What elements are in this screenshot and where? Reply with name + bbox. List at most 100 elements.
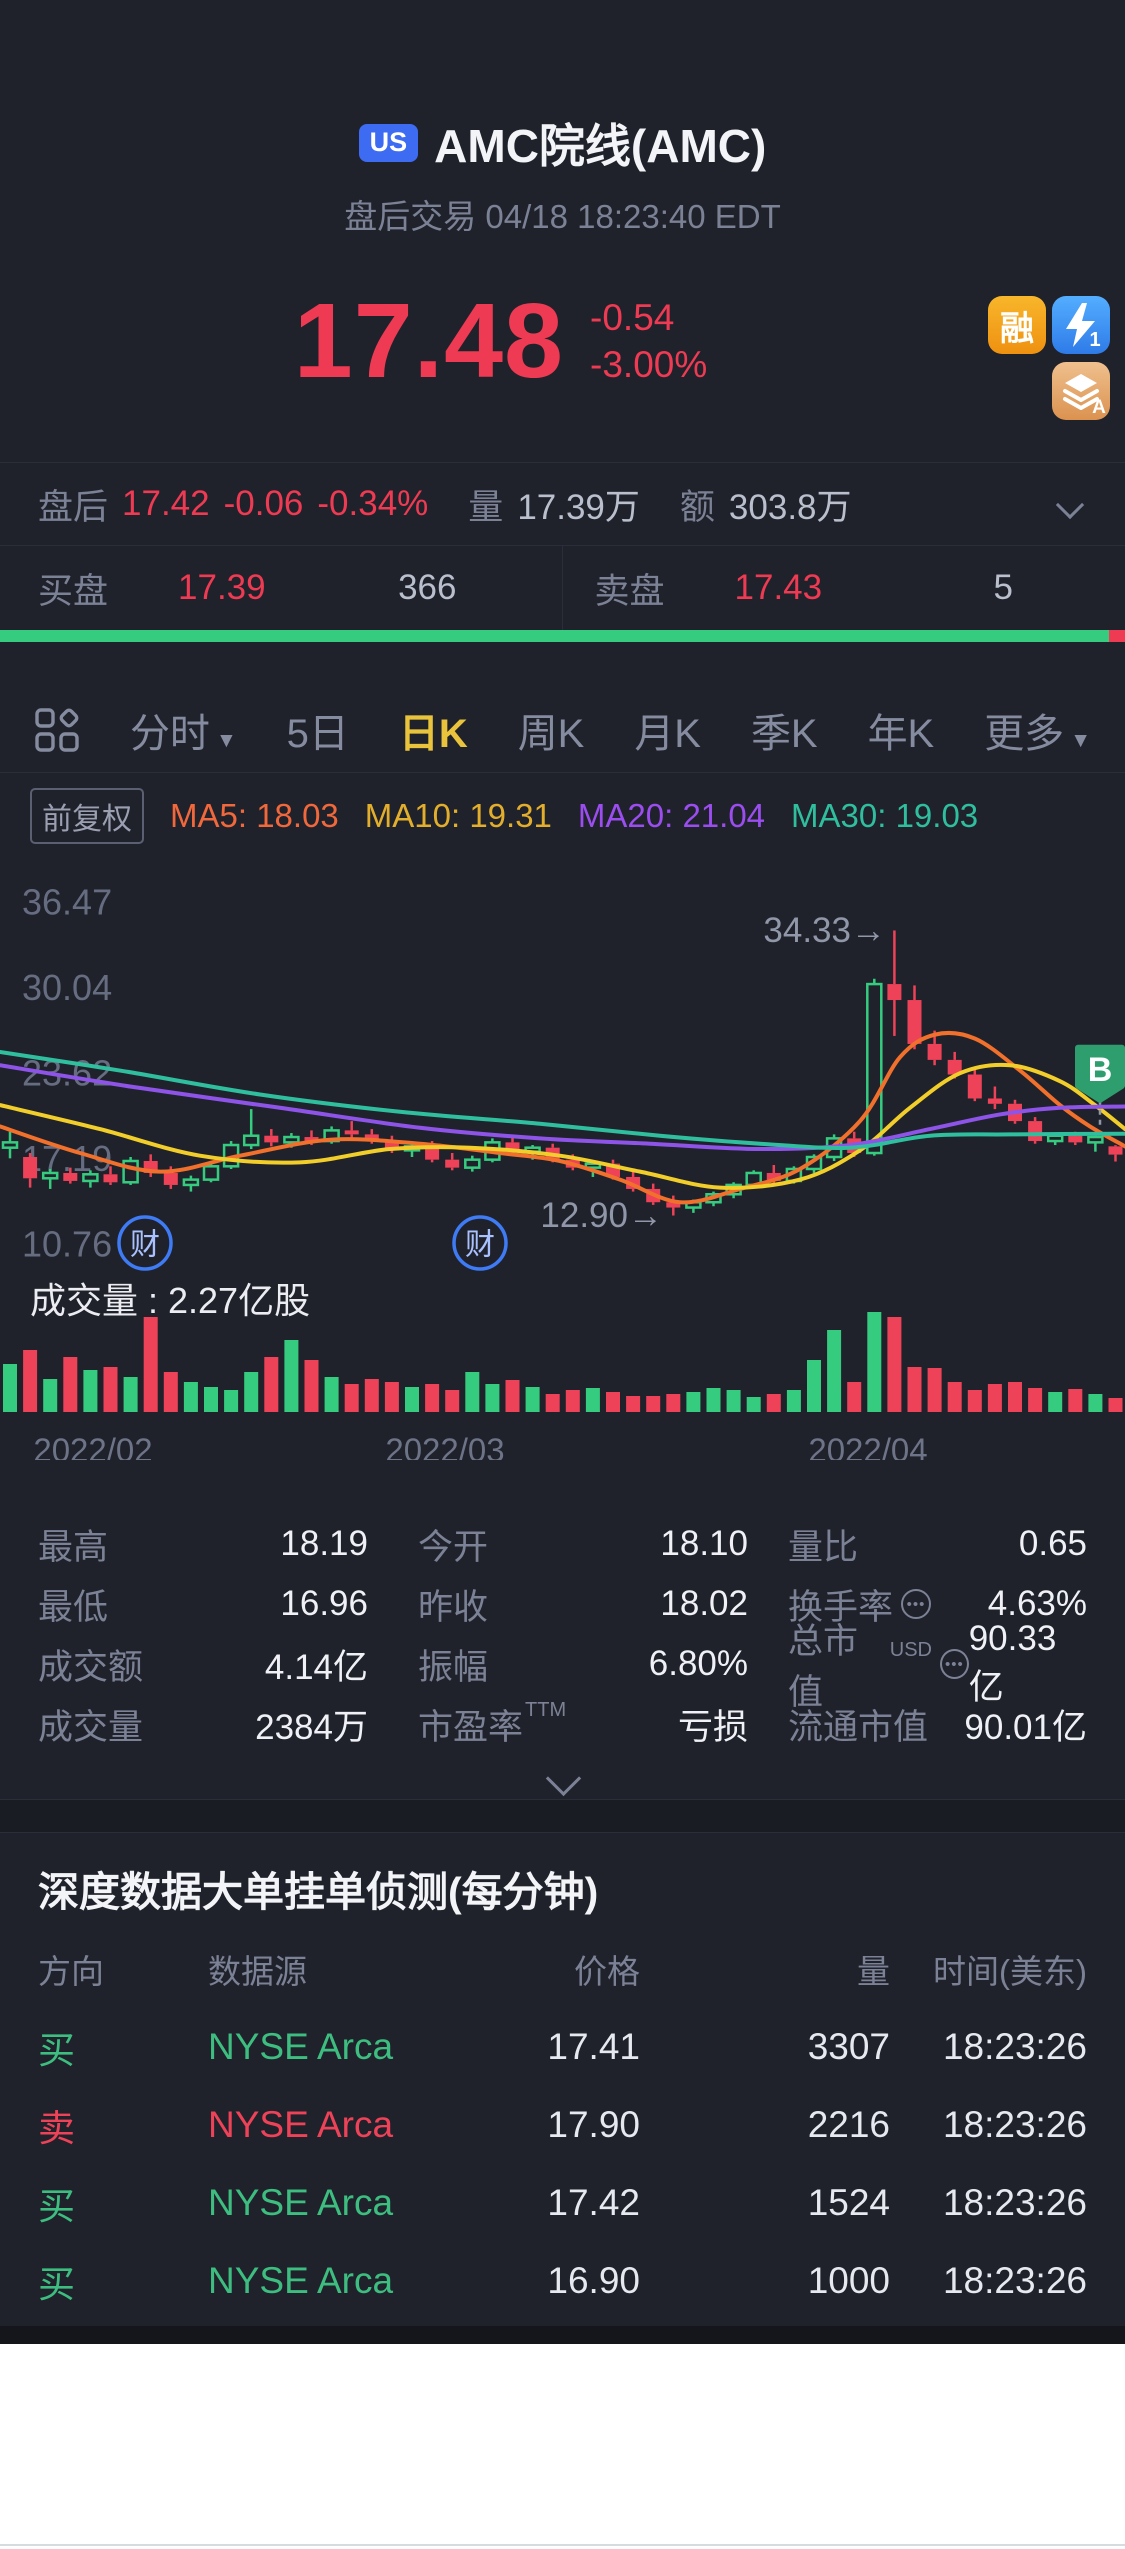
svg-text:财: 财 [465,1229,495,1262]
depth-row: 买 NYSE Arca 17.42 1524 18:23:26 [0,2164,1125,2242]
volume-bar [927,1368,942,1412]
volume-bar [1088,1394,1103,1412]
qty-cell: 1524 [807,2182,890,2223]
stat-label: 量比 [788,1527,859,1567]
direction-cell: 买 [38,2030,75,2071]
candle [666,1202,681,1208]
candle [445,1159,460,1168]
stat-cell: 最高 18.19 [38,1519,368,1570]
ma-line-MA5 [0,1030,1125,1205]
price-cell: 17.41 [547,2026,640,2067]
margin-trading-badge[interactable]: 融 [988,296,1046,354]
stat-label: 最低 [38,1587,109,1627]
info-icon[interactable]: ••• [940,1649,969,1679]
stat-value: 18.10 [660,1524,748,1563]
stat-label: 流通市值 [788,1707,929,1747]
volume-bar [786,1390,801,1412]
time-cell: 18:23:26 [942,2260,1087,2301]
expand-stats-chevron-icon[interactable] [545,1760,581,1797]
ma-legend: MA10: 19.31 [364,797,552,834]
time-cell: 18:23:26 [942,2104,1087,2145]
volume-bar [887,1317,902,1412]
volume-bar [907,1367,922,1412]
tab-日K[interactable]: 日K [398,712,468,756]
candle [1087,1135,1104,1144]
stat-cell: 成交额 4.14亿 [38,1639,368,1690]
stat-cell: 总市值 USD ••• 90.33亿 [788,1613,1087,1715]
volume-bar [103,1367,118,1412]
qty-cell: 3307 [807,2026,890,2067]
stats-row: 最高 18.19 今开 18.10 量比 0.65 [38,1514,1087,1574]
tab-周K[interactable]: 周K [517,712,585,756]
volume-bar [1068,1389,1083,1412]
volume-bar [947,1382,962,1412]
level-quotes-badge[interactable]: A [1052,362,1110,420]
candle [143,1160,158,1173]
volume-bar [706,1388,721,1412]
candle [82,1173,99,1183]
svg-text:A: A [1092,397,1106,418]
tab-更多[interactable]: 更多 ▼ [984,701,1091,759]
candle [304,1137,319,1142]
news-event-icon[interactable] [117,1215,173,1271]
flash-order-badge[interactable]: 1 [1052,296,1110,354]
direction-cell: 卖 [38,2108,75,2149]
section-gap [0,2326,1125,2344]
volume-bar [766,1394,781,1412]
tab-年K[interactable]: 年K [867,712,935,756]
afterhours-row[interactable]: 盘后 17.42 -0.06 -0.34% 量 17.39万 额 303.8万 [0,463,1125,545]
info-icon[interactable]: ••• [901,1589,932,1619]
volume-bar [384,1382,399,1412]
volume-bar [405,1387,419,1412]
source-cell: NYSE Arca [208,2182,394,2223]
tab-分时[interactable]: 分时 ▼ [130,701,237,759]
tab-5日[interactable]: 5日 [286,712,349,756]
depth-table-header: 方向 数据源 价格 量 时间(美东) [0,1944,1125,1994]
volume-bar [3,1364,17,1412]
period-tabbar: 分时 ▼ 5日 日K 周K 月K 季K 年K 更多 ▼ [0,688,1125,772]
news-event-icon[interactable] [452,1215,508,1271]
session-status: 盘后交易 04/18 18:23:40 EDT [344,198,781,235]
tab-季K[interactable]: 季K [750,712,818,756]
ask-size: 5 [993,568,1013,607]
volume-bar [485,1384,500,1412]
adjust-mode-button[interactable]: 前复权 [30,788,144,844]
volume-bar [867,1312,882,1412]
stat-value: 16.96 [280,1584,368,1623]
layers-icon: A [1063,374,1106,418]
stat-label: 振幅 [418,1647,489,1687]
stat-cell: 最低 16.96 [38,1579,368,1630]
afterhours-change: -0.06 [223,484,304,523]
afterhours-change-pct: -0.34% [317,484,429,523]
volume-bar [565,1390,580,1412]
ask-price: 17.43 [734,568,823,607]
volume-bar [686,1392,701,1412]
volume-bar [364,1379,379,1412]
candle [122,1159,139,1184]
divider [0,2544,1125,2546]
volume-bar [1108,1398,1123,1412]
candle [505,1142,520,1152]
divider [0,545,1125,546]
candle [1108,1146,1123,1155]
bid-cell: 买盘 17.39 366 [0,546,557,630]
volume-bar [545,1394,560,1412]
candle [887,984,902,1001]
source-cell: NYSE Arca [208,2026,394,2067]
direction-cell: 买 [38,2264,75,2305]
volume-bar [505,1380,520,1412]
afterhours-label: 盘后 [38,487,109,527]
candle [1,1141,19,1149]
volume-bar [123,1377,138,1412]
depth-row: 买 NYSE Arca 17.41 3307 18:23:26 [0,2008,1125,2086]
buy-signal-marker[interactable] [1075,1044,1125,1103]
tab-月K[interactable]: 月K [634,712,701,756]
ma-line-MA20 [0,1063,1125,1152]
volume-bar [445,1390,460,1412]
promo-footer: 老虎國際 TIGER BROKERS 扫描右侧二维码 参与活动 [0,2344,1125,2549]
stock-title: AMC院线(AMC) [434,120,767,172]
afterhours-volume: 17.39万 [517,487,640,527]
candle [242,1134,260,1147]
chart-layout-icon[interactable] [34,707,80,753]
